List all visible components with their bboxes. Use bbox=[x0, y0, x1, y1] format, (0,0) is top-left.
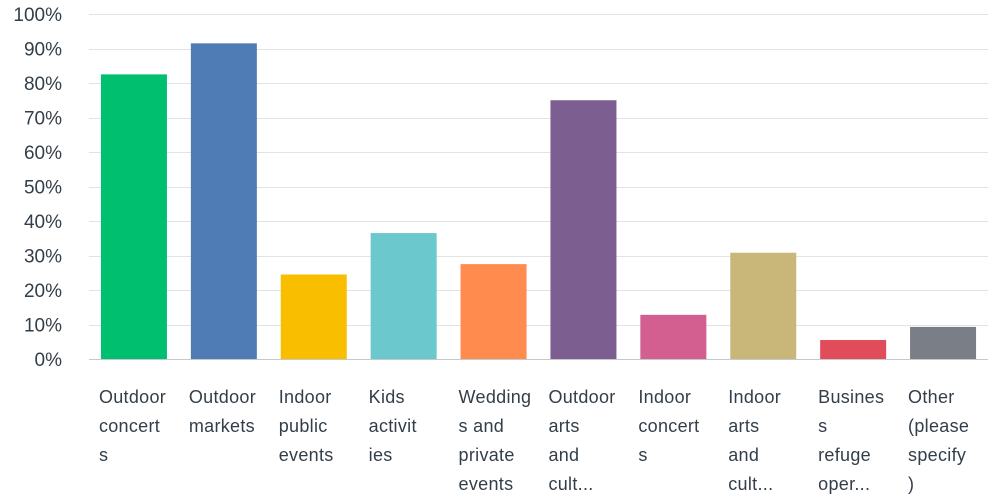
y-tick-label: 90% bbox=[24, 40, 62, 61]
y-tick-label: 80% bbox=[24, 74, 62, 95]
y-tick-label: 40% bbox=[24, 212, 62, 233]
x-tick-label: Outdoor concert s bbox=[99, 387, 166, 465]
x-tick-label: Kids activit ies bbox=[369, 387, 417, 465]
bar[interactable] bbox=[280, 274, 347, 359]
bar[interactable] bbox=[910, 326, 977, 359]
x-tick-label: Indoor arts and cult... bbox=[728, 387, 781, 494]
x-tick-label: Busines s refuge oper... bbox=[818, 387, 884, 494]
x-tick-label: Indoor concert s bbox=[638, 387, 699, 465]
bar[interactable] bbox=[370, 233, 437, 359]
y-axis-ticks: 0% 10% 20% 30% 40% 50% 60% 70% 80% 90% 100% bbox=[13, 5, 62, 371]
bar[interactable] bbox=[820, 340, 887, 359]
y-tick-label: 10% bbox=[24, 316, 62, 337]
bar[interactable] bbox=[550, 100, 617, 359]
y-tick-label: 100% bbox=[13, 5, 62, 26]
y-tick-label: 70% bbox=[24, 109, 62, 130]
x-tick-label: Indoor public events bbox=[279, 387, 334, 465]
x-axis-ticks: Outdoor concert s Outdoor markets Indoor publi… bbox=[99, 387, 969, 494]
bar[interactable] bbox=[190, 43, 257, 359]
bar[interactable] bbox=[730, 252, 797, 359]
x-tick-label: Outdoor markets bbox=[189, 387, 256, 436]
y-tick-label: 0% bbox=[35, 350, 63, 371]
y-tick-label: 30% bbox=[24, 247, 62, 268]
x-tick-label: Other (please specify) bbox=[908, 387, 969, 494]
bar[interactable] bbox=[640, 314, 707, 359]
y-tick-label: 20% bbox=[24, 281, 62, 302]
bar[interactable] bbox=[100, 74, 167, 359]
x-tick-label: Outdoor arts and cult... bbox=[548, 387, 615, 494]
bar[interactable] bbox=[460, 264, 527, 359]
y-tick-label: 60% bbox=[24, 143, 62, 164]
y-tick-label: 50% bbox=[24, 178, 62, 199]
x-tick-label: Wedding s and private events bbox=[459, 387, 532, 494]
bars bbox=[100, 43, 977, 359]
